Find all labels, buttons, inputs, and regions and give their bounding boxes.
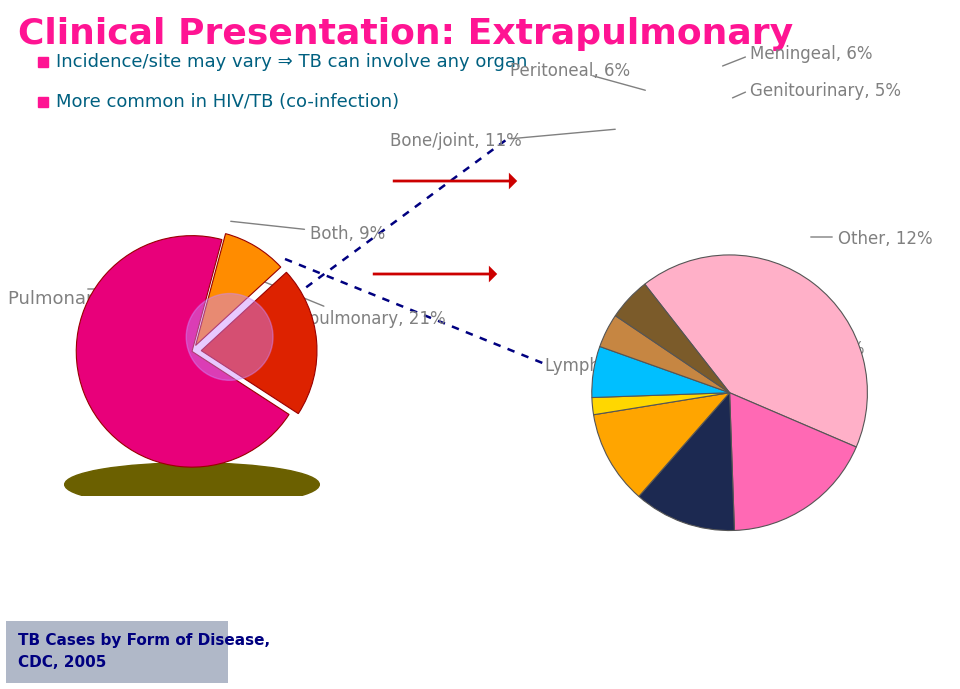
Wedge shape: [76, 236, 289, 467]
Wedge shape: [730, 393, 856, 531]
Wedge shape: [591, 347, 730, 398]
Wedge shape: [600, 316, 730, 393]
Wedge shape: [593, 393, 730, 496]
Wedge shape: [592, 393, 730, 415]
Bar: [38, 97, 48, 107]
Bar: [38, 57, 48, 67]
Text: Pleural, 18%: Pleural, 18%: [760, 340, 865, 358]
Wedge shape: [615, 284, 730, 393]
Wedge shape: [196, 234, 281, 345]
Wedge shape: [645, 255, 868, 447]
Text: Peritoneal, 6%: Peritoneal, 6%: [510, 62, 630, 80]
Wedge shape: [638, 393, 734, 531]
Text: Bone/joint, 11%: Bone/joint, 11%: [390, 132, 521, 150]
Text: More common in HIV/TB (co-infection): More common in HIV/TB (co-infection): [56, 93, 399, 111]
Text: Clinical Presentation: Extrapulmonary: Clinical Presentation: Extrapulmonary: [18, 17, 793, 51]
Text: Extrapulmonary, 21%: Extrapulmonary, 21%: [248, 275, 445, 328]
Text: TB Cases by Form of Disease,
CDC, 2005: TB Cases by Form of Disease, CDC, 2005: [18, 633, 270, 670]
FancyBboxPatch shape: [6, 621, 228, 683]
Text: Lymphatic, 42%: Lymphatic, 42%: [545, 322, 678, 375]
Wedge shape: [202, 272, 317, 413]
Text: Incidence/site may vary ⇒ TB can involve any organ: Incidence/site may vary ⇒ TB can involve…: [56, 53, 527, 71]
Ellipse shape: [186, 294, 273, 380]
Text: Pulmonary, 70%: Pulmonary, 70%: [8, 290, 156, 308]
Text: Genitourinary, 5%: Genitourinary, 5%: [750, 82, 901, 100]
Ellipse shape: [64, 463, 320, 506]
Text: Meningeal, 6%: Meningeal, 6%: [750, 45, 873, 63]
Text: Both, 9%: Both, 9%: [230, 221, 385, 243]
Text: Other, 12%: Other, 12%: [838, 230, 932, 248]
